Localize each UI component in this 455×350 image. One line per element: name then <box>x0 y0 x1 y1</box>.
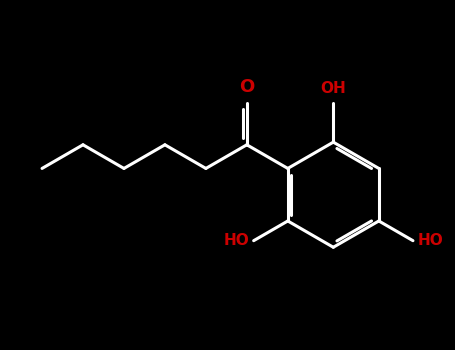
Text: HO: HO <box>224 233 249 248</box>
Text: OH: OH <box>320 82 346 97</box>
Text: O: O <box>239 78 254 97</box>
Text: HO: HO <box>417 233 443 248</box>
